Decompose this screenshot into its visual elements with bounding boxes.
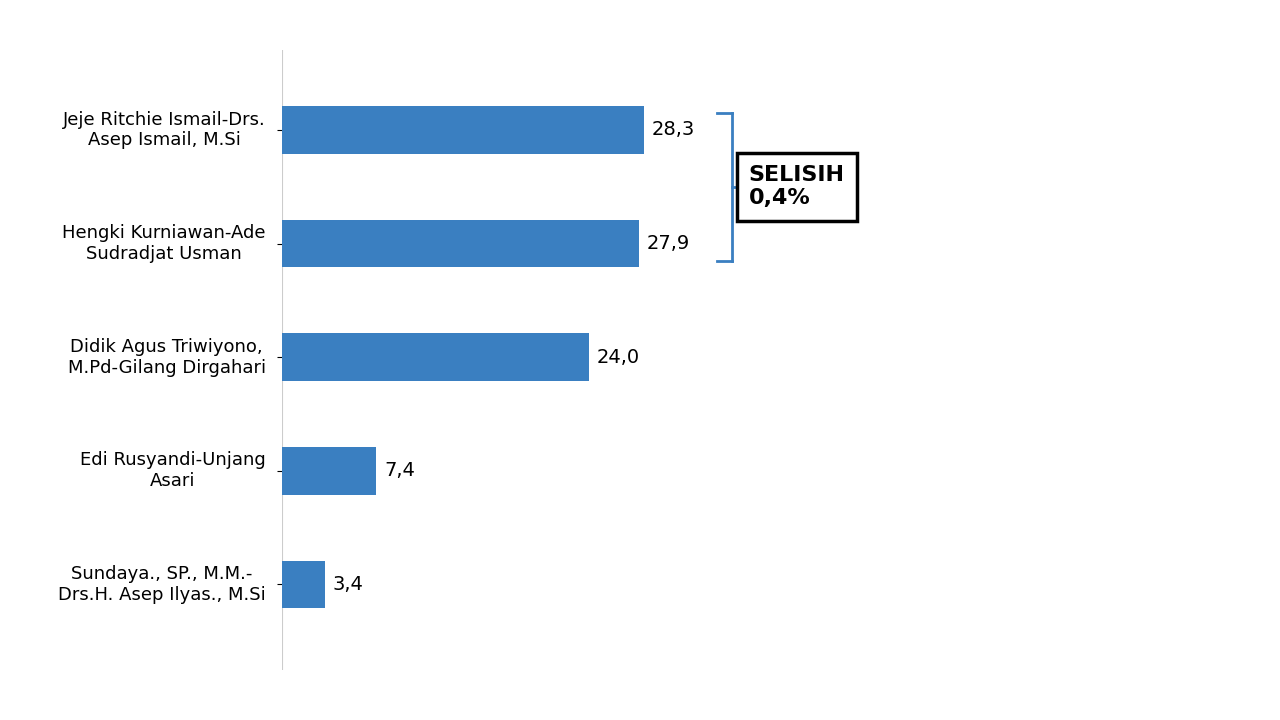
Bar [282,220,639,267]
Text: 28,3: 28,3 [652,120,695,140]
Bar [282,561,325,608]
Bar [282,333,589,381]
Text: 7,4: 7,4 [384,462,415,480]
Text: 24,0: 24,0 [596,348,640,366]
Bar [282,106,644,154]
Text: SELISIH
0,4%: SELISIH 0,4% [749,165,845,208]
Bar [282,447,376,495]
Text: 27,9: 27,9 [646,234,690,253]
Text: 3,4: 3,4 [333,575,364,594]
